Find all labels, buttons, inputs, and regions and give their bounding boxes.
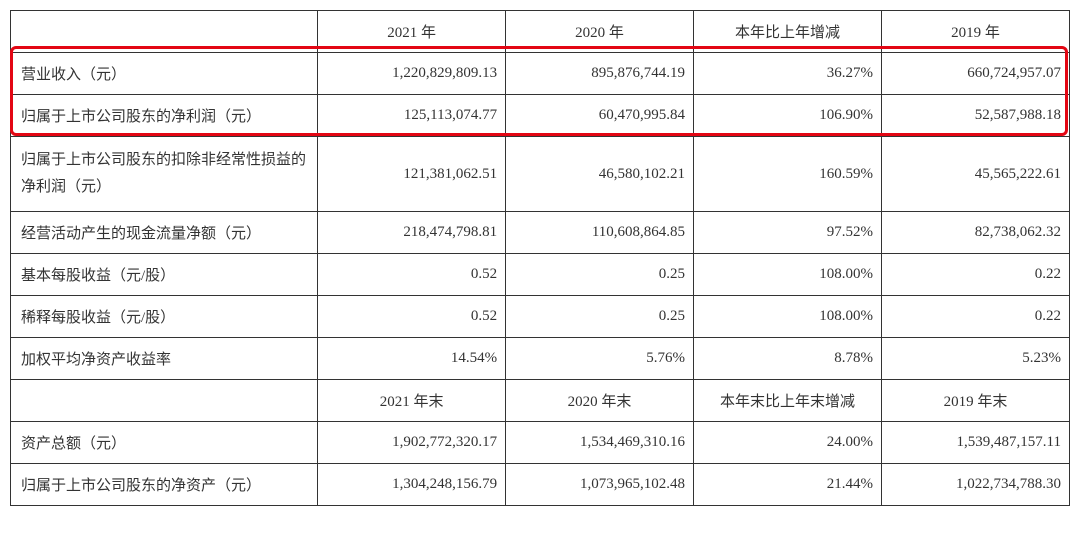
table-row: 经营活动产生的现金流量净额（元）218,474,798.81110,608,86…	[11, 212, 1070, 254]
row-value: 1,539,487,157.11	[882, 422, 1070, 464]
financial-table-wrapper: 2021 年 2020 年 本年比上年增减 2019 年 营业收入（元）1,22…	[10, 10, 1070, 506]
row-label: 归属于上市公司股东的净资产（元）	[11, 464, 318, 506]
row-value: 0.22	[882, 254, 1070, 296]
table-row: 稀释每股收益（元/股）0.520.25108.00%0.22	[11, 296, 1070, 338]
header-col2: 2020 年	[506, 11, 694, 53]
row-value: 5.76%	[506, 338, 694, 380]
table-row: 归属于上市公司股东的净利润（元）125,113,074.7760,470,995…	[11, 95, 1070, 137]
row-value: 1,220,829,809.13	[318, 53, 506, 95]
header-col1: 2021 年	[318, 11, 506, 53]
header-blank	[11, 11, 318, 53]
table-row: 归属于上市公司股东的净资产（元）1,304,248,156.791,073,96…	[11, 464, 1070, 506]
table-header-row: 2021 年末2020 年末本年末比上年末增减2019 年末	[11, 380, 1070, 422]
table-header-row: 2021 年 2020 年 本年比上年增减 2019 年	[11, 11, 1070, 53]
row-value: 125,113,074.77	[318, 95, 506, 137]
row-label: 稀释每股收益（元/股）	[11, 296, 318, 338]
row-value: 36.27%	[694, 53, 882, 95]
row-value: 1,902,772,320.17	[318, 422, 506, 464]
row-value: 218,474,798.81	[318, 212, 506, 254]
row-value: 5.23%	[882, 338, 1070, 380]
row-value: 1,073,965,102.48	[506, 464, 694, 506]
financial-table: 2021 年 2020 年 本年比上年增减 2019 年 营业收入（元）1,22…	[10, 10, 1070, 506]
row-value: 21.44%	[694, 464, 882, 506]
header-cell: 2019 年末	[882, 380, 1070, 422]
row-value: 52,587,988.18	[882, 95, 1070, 137]
row-value: 0.22	[882, 296, 1070, 338]
row-value: 660,724,957.07	[882, 53, 1070, 95]
row-label: 资产总额（元）	[11, 422, 318, 464]
row-value: 97.52%	[694, 212, 882, 254]
row-value: 160.59%	[694, 137, 882, 212]
table-row: 资产总额（元）1,902,772,320.171,534,469,310.162…	[11, 422, 1070, 464]
row-value: 110,608,864.85	[506, 212, 694, 254]
header-cell	[11, 380, 318, 422]
table-row: 加权平均净资产收益率14.54%5.76%8.78%5.23%	[11, 338, 1070, 380]
table-row: 基本每股收益（元/股）0.520.25108.00%0.22	[11, 254, 1070, 296]
row-label: 营业收入（元）	[11, 53, 318, 95]
row-label: 归属于上市公司股东的扣除非经常性损益的净利润（元）	[11, 137, 318, 212]
row-value: 1,534,469,310.16	[506, 422, 694, 464]
row-label: 基本每股收益（元/股）	[11, 254, 318, 296]
row-label: 归属于上市公司股东的净利润（元）	[11, 95, 318, 137]
row-value: 14.54%	[318, 338, 506, 380]
row-value: 0.52	[318, 254, 506, 296]
row-value: 895,876,744.19	[506, 53, 694, 95]
row-value: 108.00%	[694, 254, 882, 296]
table-row: 营业收入（元）1,220,829,809.13895,876,744.1936.…	[11, 53, 1070, 95]
row-value: 0.25	[506, 254, 694, 296]
row-label: 加权平均净资产收益率	[11, 338, 318, 380]
row-value: 0.25	[506, 296, 694, 338]
header-col4: 2019 年	[882, 11, 1070, 53]
header-col3: 本年比上年增减	[694, 11, 882, 53]
row-value: 46,580,102.21	[506, 137, 694, 212]
row-value: 108.00%	[694, 296, 882, 338]
row-value: 106.90%	[694, 95, 882, 137]
table-row: 归属于上市公司股东的扣除非经常性损益的净利润（元）121,381,062.514…	[11, 137, 1070, 212]
header-cell: 2021 年末	[318, 380, 506, 422]
row-value: 60,470,995.84	[506, 95, 694, 137]
row-value: 1,022,734,788.30	[882, 464, 1070, 506]
table-body: 2021 年 2020 年 本年比上年增减 2019 年 营业收入（元）1,22…	[11, 11, 1070, 506]
row-value: 82,738,062.32	[882, 212, 1070, 254]
row-value: 24.00%	[694, 422, 882, 464]
row-value: 121,381,062.51	[318, 137, 506, 212]
row-value: 0.52	[318, 296, 506, 338]
row-value: 45,565,222.61	[882, 137, 1070, 212]
row-value: 1,304,248,156.79	[318, 464, 506, 506]
row-label: 经营活动产生的现金流量净额（元）	[11, 212, 318, 254]
header-cell: 2020 年末	[506, 380, 694, 422]
row-value: 8.78%	[694, 338, 882, 380]
header-cell: 本年末比上年末增减	[694, 380, 882, 422]
